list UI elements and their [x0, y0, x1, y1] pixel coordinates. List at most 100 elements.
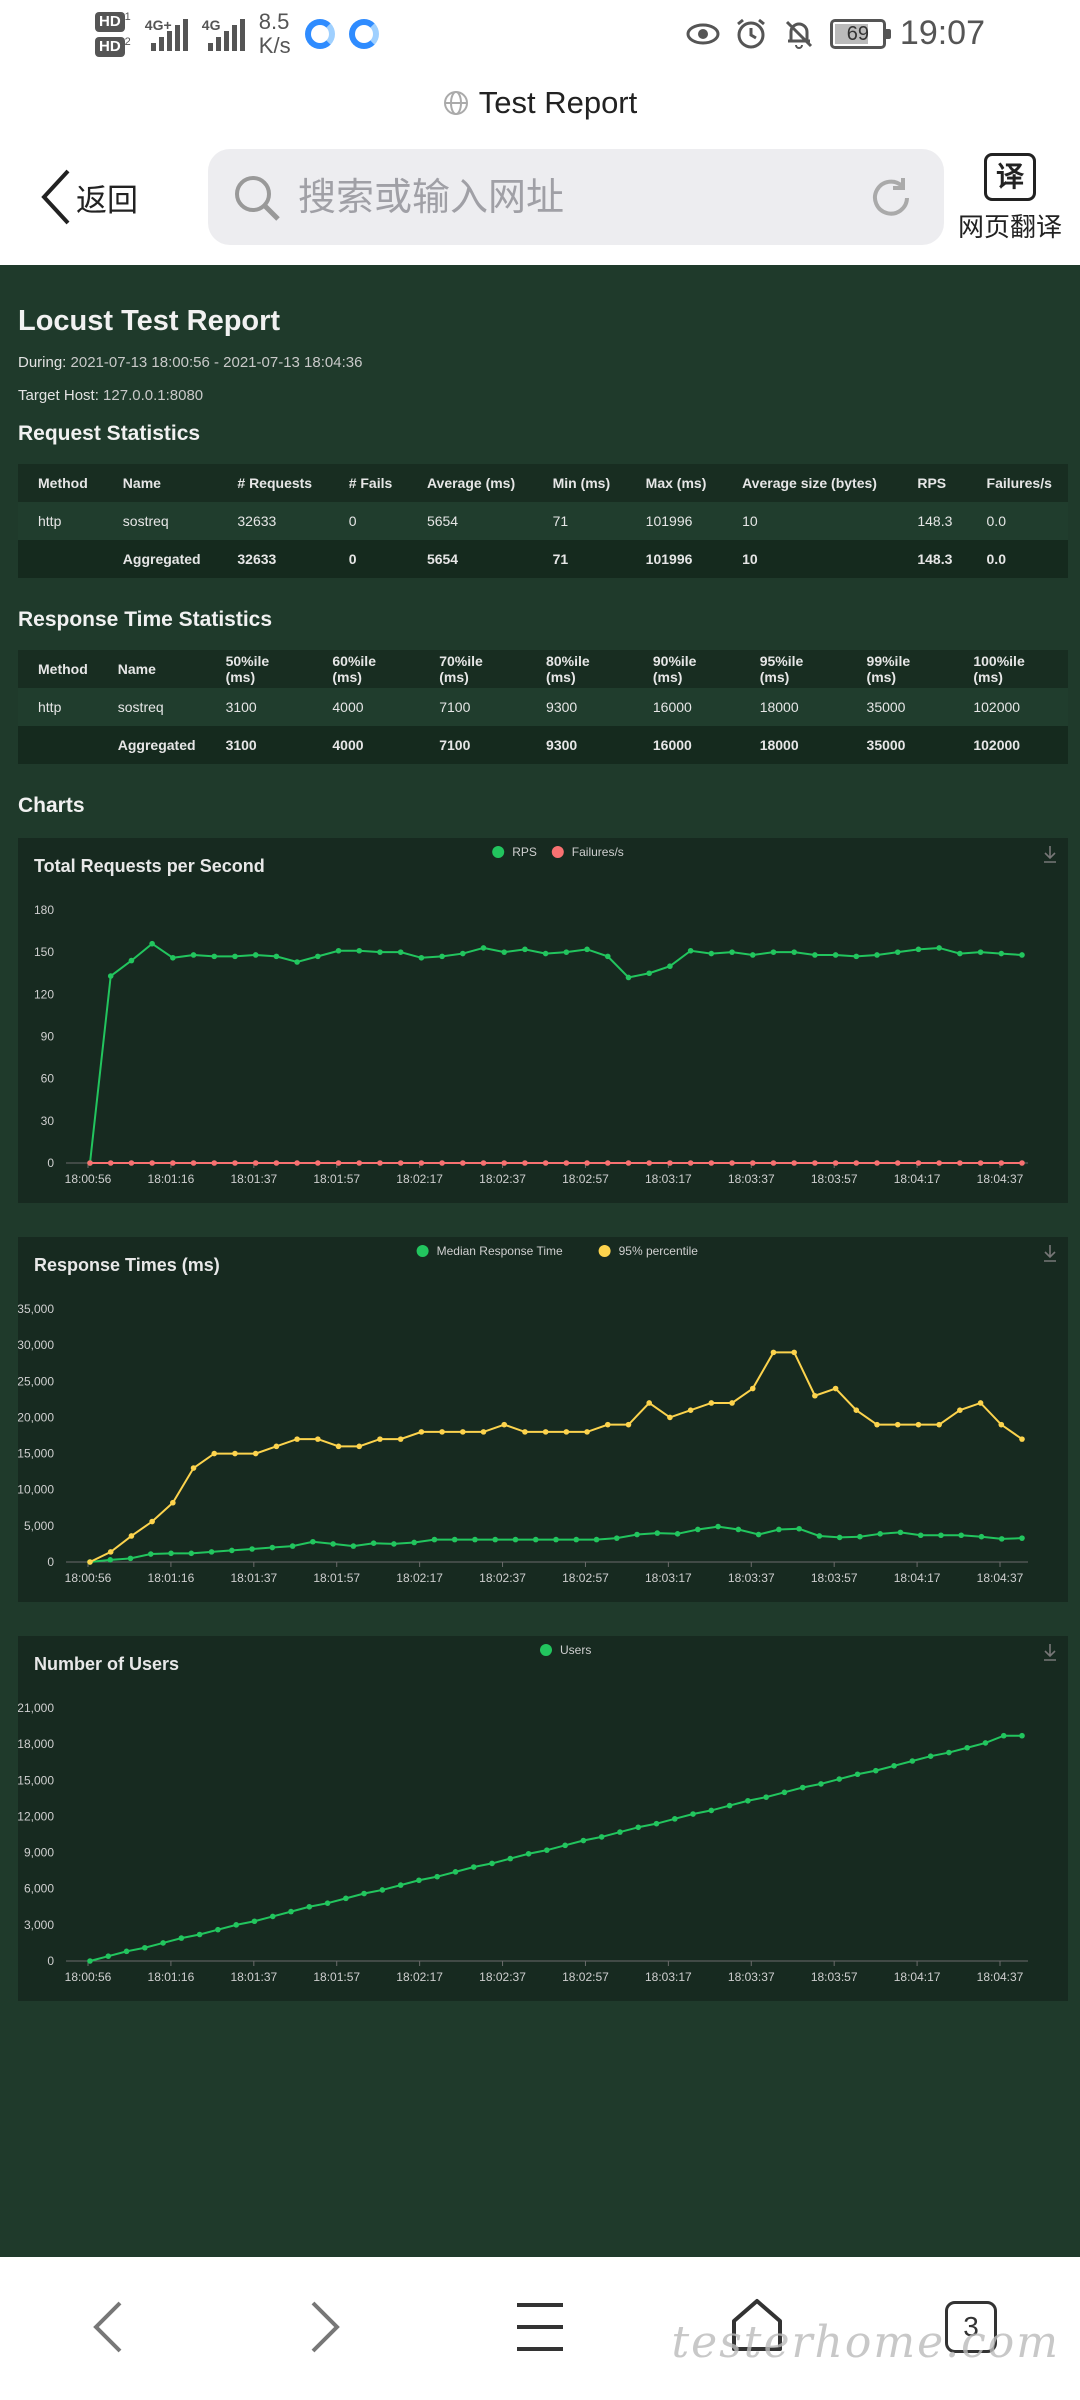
data-point: [1019, 952, 1025, 958]
y-tick-label: 60: [41, 1072, 55, 1086]
data-point: [708, 1807, 715, 1814]
data-point: [147, 1551, 154, 1557]
y-tick-label: 120: [34, 987, 54, 1001]
data-point: [273, 1443, 280, 1450]
data-point: [356, 1443, 363, 1450]
during-value: 2021-07-13 18:00:56 - 2021-07-13 18:04:3…: [70, 354, 363, 371]
legend-item[interactable]: Users: [540, 1643, 591, 1657]
nav-back-icon[interactable]: [88, 2297, 128, 2357]
x-tick-label: 18:03:57: [811, 1970, 858, 1984]
data-point: [667, 1414, 673, 1421]
legend-label: Users: [560, 1643, 591, 1657]
data-point: [315, 1160, 321, 1166]
data-point: [832, 952, 839, 958]
column-header: Failures/s: [966, 464, 1068, 502]
data-point: [251, 1918, 258, 1925]
data-point: [957, 1160, 963, 1166]
data-point: [580, 1837, 587, 1844]
data-point: [232, 1160, 238, 1166]
data-point: [439, 1160, 445, 1166]
chart-title: Total Requests per Second: [34, 856, 265, 876]
table-row: http sostreq 3100 4000 7100 9300 16000 18000 350…: [18, 688, 1068, 726]
during-label: During:: [18, 354, 67, 371]
tabs-button[interactable]: 3: [945, 2301, 997, 2353]
data-point: [335, 947, 342, 954]
data-point: [525, 1850, 532, 1857]
data-point: [434, 1873, 441, 1880]
address-bar[interactable]: [208, 149, 944, 245]
x-tick-label: 18:01:16: [148, 1571, 195, 1585]
data-point: [168, 1550, 174, 1557]
x-tick-label: 18:04:17: [894, 1571, 941, 1585]
column-header: Average (ms): [406, 464, 533, 502]
download-icon[interactable]: [1044, 1644, 1056, 1661]
refresh-icon[interactable]: [868, 175, 914, 221]
table-row: http sostreq 32633 0 5654 71 101996 10 148.3 0.0: [18, 502, 1068, 540]
data-point: [957, 1407, 963, 1413]
legend-marker: [492, 846, 505, 858]
data-point: [877, 1531, 883, 1537]
legend-item[interactable]: Median Response Time: [416, 1244, 563, 1258]
data-point: [1019, 1732, 1025, 1739]
data-point: [501, 1421, 508, 1428]
data-point: [127, 1555, 134, 1562]
network-speed: 8.5 K/s: [259, 10, 291, 58]
data-point: [542, 1429, 549, 1435]
x-tick-label: 18:00:56: [65, 1172, 112, 1186]
data-point: [397, 1436, 404, 1442]
legend-marker: [598, 1245, 611, 1257]
data-point: [452, 1869, 459, 1875]
legend-item[interactable]: Failures/s: [551, 845, 624, 859]
column-header: 60%ile (ms): [312, 650, 420, 688]
data-point: [799, 1784, 806, 1791]
download-icon[interactable]: [1044, 846, 1056, 863]
table-cell: 10: [722, 540, 898, 578]
data-point: [294, 959, 300, 965]
data-point: [598, 1834, 605, 1840]
y-tick-label: 0: [47, 1954, 54, 1968]
legend-item[interactable]: RPS: [492, 845, 537, 859]
column-header: # Requests: [217, 464, 329, 502]
back-button[interactable]: 返回: [38, 167, 138, 227]
rps-chart: Total Requests per Second RPS Failures/s 0 3…: [18, 838, 1068, 1203]
request-statistics-heading: Request Statistics: [18, 422, 201, 445]
x-tick-label: 18:03:17: [645, 1172, 692, 1186]
data-point: [938, 1532, 944, 1539]
column-header: 70%ile (ms): [419, 650, 527, 688]
speed-value: 8.5: [258, 9, 290, 34]
data-point: [160, 1940, 166, 1946]
data-point: [190, 1465, 197, 1471]
table-cell: [18, 540, 103, 578]
data-point: [107, 1160, 114, 1166]
data-point: [397, 1160, 404, 1166]
legend-item[interactable]: 95% percentile: [598, 1244, 699, 1258]
x-tick-label: 18:00:56: [65, 1571, 112, 1585]
rps-chart-svg: Total Requests per Second RPS Failures/s 0 3…: [34, 845, 1056, 1186]
nav-forward-icon[interactable]: [305, 2297, 345, 2357]
data-point: [836, 1776, 843, 1782]
data-point: [957, 950, 963, 957]
x-tick-label: 18:03:17: [645, 1970, 692, 1984]
data-point: [330, 1541, 336, 1547]
data-point: [796, 1525, 802, 1532]
data-point: [755, 1531, 762, 1538]
table-cell: 4000: [312, 726, 420, 764]
data-point: [857, 1533, 863, 1540]
column-header: Min (ms): [532, 464, 626, 502]
data-point: [853, 953, 860, 960]
home-icon[interactable]: [730, 2297, 784, 2353]
data-point: [492, 1536, 499, 1543]
translate-button[interactable]: 译 网页翻译: [950, 153, 1070, 244]
report-title: Locust Test Report: [18, 305, 281, 337]
table-cell: 101996: [625, 540, 723, 578]
aggregated-row: Aggregated 3100 4000 7100 9300 16000 18000 3500…: [18, 726, 1068, 764]
host-label: Target Host:: [18, 387, 99, 404]
data-point: [501, 949, 508, 955]
app-notification-icon: [304, 19, 335, 49]
y-tick-label: 35,000: [18, 1302, 54, 1316]
table-cell: 5654: [406, 540, 533, 578]
download-icon[interactable]: [1044, 1245, 1056, 1262]
menu-icon[interactable]: [515, 2301, 565, 2353]
search-input[interactable]: [298, 167, 838, 227]
series-line: [89, 942, 1023, 1164]
